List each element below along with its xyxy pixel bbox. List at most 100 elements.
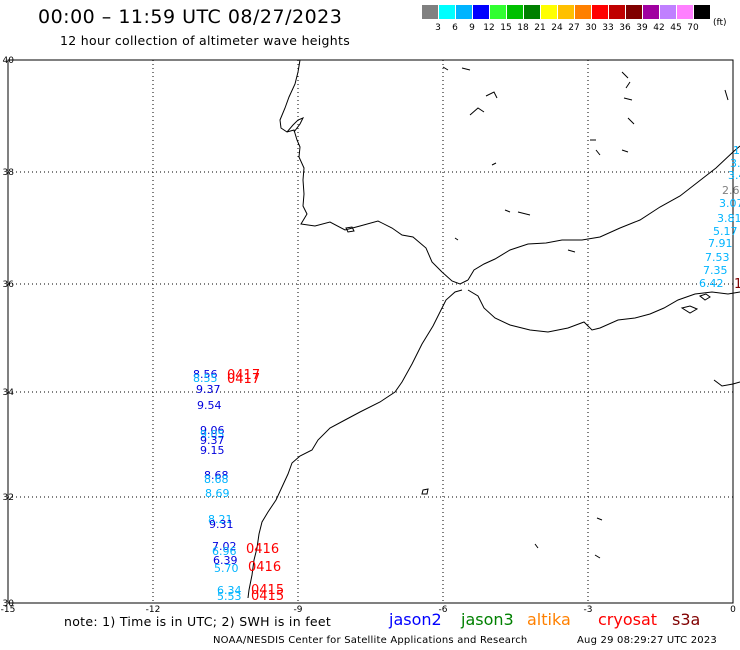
wave-height-value: 6.42 [699,277,724,290]
wave-height-value: 3.81 [717,212,740,225]
wave-height-value: 7.02 [212,540,237,553]
wave-height-value: 0417 [227,368,261,383]
map-frame [7,59,734,604]
wave-height-value: 1 [733,144,740,157]
wave-height-value: 8.68 [204,473,229,486]
wave-height-value: 9.15 [200,444,225,457]
scale-value-label: 15 [500,23,512,33]
scale-swatch [643,5,659,19]
scale-value-label: 6 [452,23,458,33]
wave-height-value: 7.53 [705,251,730,264]
scale-swatch [541,5,557,19]
island-3 [713,379,740,387]
wave-height-value: 3. [730,157,740,170]
scale-swatch [490,5,506,19]
iberian-west-coast [279,59,469,285]
scale-value-label: 3 [435,23,441,33]
map-gridlines [8,60,733,603]
scale-value-label: 24 [551,23,563,33]
scale-value-label: 30 [585,23,597,33]
wave-height-value: 8.68 [204,469,229,482]
wave-height-value: 8.21 [208,513,233,526]
scale-swatch [694,5,710,19]
scale-value-label: 45 [670,23,682,33]
sat-label-jason2: jason2 [389,610,442,629]
latitude-tick-label: 30 [3,599,15,609]
scale-value-label: 9 [469,23,475,33]
scale-swatch [558,5,574,19]
scale-value-label: 70 [687,23,699,33]
scale-swatch [524,5,540,19]
wave-height-value: 6.39 [213,554,238,567]
wave-height-value: 0416 [248,560,282,575]
credit-line: NOAA/NESDIS Center for Satellite Applica… [213,635,528,646]
morocco-atlantic-coast [247,289,463,599]
wave-height-value: 7.91 [708,237,733,250]
chart-title: 00:00 – 11:59 UTC 08/27/2023 [38,6,343,28]
scale-swatch [422,5,438,19]
wave-height-value: 5.17 [713,225,738,238]
wave-height-value: 0417 [227,372,261,387]
scale-swatch [660,5,676,19]
scale-value-label: 42 [653,23,665,33]
small-lake [345,226,355,233]
longitude-tick-label: 0 [730,605,736,615]
inland-1 [442,66,729,253]
scale-value-label: 36 [619,23,631,33]
sat-label-s3a: s3a [672,610,701,629]
scale-swatch [609,5,625,19]
spain-mediterranean-coast [467,145,740,281]
north-africa-mediterranean-coast [467,289,740,333]
wave-height-value: 0416 [246,542,280,557]
longitude-tick-label: -15 [1,605,16,615]
longitude-tick-label: -3 [584,605,593,615]
wave-height-value: 8.69 [205,487,230,500]
scale-swatch [575,5,591,19]
wave-height-value: 9.37 [200,434,225,447]
wave-height-value: 6.34 [217,584,242,597]
scale-value-label: 21 [534,23,546,33]
wave-height-value: 7.35 [703,264,728,277]
wave-height-value: 3.07 [719,197,740,210]
scale-value-label: 39 [636,23,648,33]
wave-height-value: 3.4 [728,169,740,182]
island-2 [698,293,711,301]
inland-2 [421,488,603,559]
tagus-estuary [286,117,305,133]
longitude-tick-label: -9 [294,605,303,615]
wave-height-value: 9.31 [209,518,234,531]
longitude-tick-label: -6 [439,605,448,615]
scale-swatch [677,5,693,19]
wave-height-value: 9.54 [197,399,222,412]
scale-swatch [456,5,472,19]
scale-swatch [439,5,455,19]
scale-value-label: 33 [602,23,614,33]
wave-height-value: 6.96 [212,545,237,558]
wave-height-value: 9.37 [196,383,221,396]
scale-swatch [626,5,642,19]
wave-height-value: 9.05 [200,428,225,441]
wave-height-value: 1 [734,277,740,292]
wave-height-value: 5.53 [217,590,242,603]
wave-height-value: 2.6 [722,184,740,197]
chart-subtitle: 12 hour collection of altimeter wave hei… [60,33,351,48]
generation-timestamp: Aug 29 08:29:27 UTC 2023 [577,635,717,646]
longitude-tick-label: -12 [146,605,161,615]
scale-value-label: 12 [483,23,495,33]
scale-swatch [507,5,523,19]
island-1 [680,305,699,314]
coastline [247,59,740,599]
scale-value-label: 27 [568,23,580,33]
wave-height-value: 5.70 [214,562,239,575]
wave-height-value: 9.06 [200,424,225,437]
sat-label-jason3: jason3 [461,610,514,629]
scale-swatch [473,5,489,19]
scale-unit-label: (ft) [713,18,727,28]
sat-label-altika: altika [527,610,571,629]
wave-height-value: 0415 [251,583,285,598]
footnote: note: 1) Time is in UTC; 2) SWH is in fe… [64,614,332,629]
wave-height-value: 8.56 [193,368,218,381]
scale-value-label: 18 [517,23,529,33]
